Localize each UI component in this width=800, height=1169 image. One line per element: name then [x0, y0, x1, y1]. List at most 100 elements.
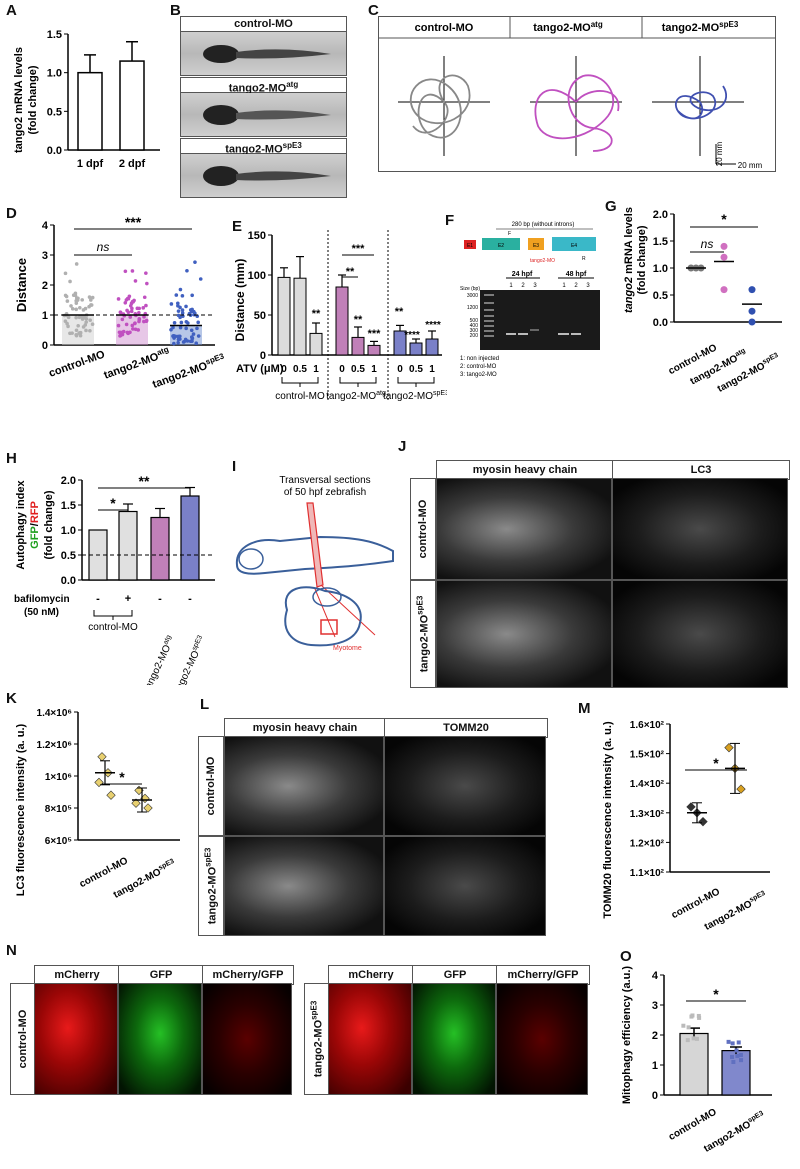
- h-sign-1: -: [96, 593, 100, 605]
- d-point: [193, 260, 197, 264]
- h-bar: [180, 495, 200, 581]
- n-img-gfp-control: [118, 983, 202, 1095]
- n-col-3-right: mCherry/GFP: [496, 965, 590, 985]
- d-group-control: control-MO: [47, 348, 107, 379]
- h-ylabel-3: (fold change): [43, 490, 55, 559]
- e-ylabel: Distance (mm): [233, 259, 247, 342]
- d-point: [74, 262, 79, 266]
- d-point: [184, 304, 188, 309]
- d-point: [174, 293, 179, 297]
- d-tick-label: 4: [42, 220, 49, 232]
- o-point: [734, 1048, 739, 1053]
- d-point: [188, 308, 193, 312]
- d-point: [141, 306, 146, 310]
- d-point: [124, 322, 129, 327]
- panel-m-chart: TOMM20 fluorescence intensity (a. u.) 1.…: [602, 720, 770, 933]
- svg-text:tango2-MOspE3: tango2-MOspE3: [170, 634, 209, 685]
- d-point: [80, 298, 85, 302]
- d-point: [191, 332, 196, 336]
- g-point: [720, 286, 728, 294]
- e-dose-8: 0.5: [409, 364, 423, 375]
- j-row-1: control-MO: [417, 499, 429, 559]
- d-point: [74, 332, 78, 337]
- d-point: [65, 299, 70, 303]
- d-point: [133, 321, 137, 326]
- svg-text:tango2-MOatg: tango2-MOatg: [533, 20, 603, 34]
- h-sign-3: -: [158, 593, 162, 605]
- panel-label-g: G: [605, 198, 617, 215]
- d-point: [70, 331, 74, 335]
- j-img-mhc-control: [436, 478, 612, 580]
- d-point: [74, 328, 79, 333]
- o-tick-label: 2: [652, 1030, 658, 1042]
- o-point: [731, 1060, 736, 1065]
- d-point: [66, 315, 71, 320]
- d-point: [196, 334, 201, 338]
- l-row-2: tango2-MO: [206, 866, 219, 925]
- d-point: [88, 328, 92, 333]
- panel-i-diagram: Transversal sections of 50 hpf zebrafish…: [235, 475, 394, 652]
- f-exon-label-4: E4: [571, 243, 577, 249]
- a-ylabel-1: tango2 mRNA levels: [13, 47, 25, 153]
- d-point: [195, 326, 199, 331]
- d-point: [130, 323, 135, 328]
- d-point: [90, 322, 95, 327]
- o-point: [686, 1025, 691, 1030]
- e-star-2: ***: [352, 243, 366, 255]
- d-sup-atg: atg: [156, 345, 170, 358]
- d-point: [178, 287, 183, 292]
- g-sup-atg: atg: [734, 347, 747, 358]
- o-point: [690, 1013, 695, 1018]
- m-point: [724, 743, 734, 753]
- panel-label-h: H: [6, 450, 17, 467]
- n-row-2-sup: spE3: [309, 1000, 319, 1020]
- d-point: [142, 315, 146, 319]
- o-tick-label: 3: [652, 1000, 658, 1012]
- svg-text:tango2-MOspE3: tango2-MOspE3: [662, 20, 739, 34]
- c-sup-spe3: spE3: [719, 20, 739, 29]
- o-tick-label: 1: [652, 1060, 658, 1072]
- panel-n-micrographs: mCherry GFP mCherry/GFP control-MO mCher…: [10, 965, 592, 1095]
- d-point: [63, 271, 68, 276]
- b-fish-image-atg: [181, 93, 346, 136]
- panel-label-o: O: [620, 948, 632, 965]
- d-point: [194, 341, 199, 346]
- d-point: [172, 320, 177, 325]
- j-img-mhc-spe3: [436, 580, 612, 688]
- d-tick-label: 3: [42, 250, 48, 262]
- f-exon-4: [552, 237, 596, 251]
- n-img-mcherry-spe3: [328, 983, 412, 1095]
- k-sup-spe3: spE3: [157, 858, 175, 872]
- j-img-lc3-spe3: [612, 580, 788, 688]
- g-point: [748, 286, 756, 294]
- d-point: [180, 308, 185, 312]
- d-point: [116, 297, 121, 301]
- d-point: [87, 295, 92, 299]
- d-point: [125, 296, 130, 301]
- d-point: [178, 325, 183, 330]
- f-mo-label: tango2-MO: [530, 258, 555, 264]
- d-point: [69, 304, 73, 308]
- d-point: [89, 303, 93, 307]
- l-row-2-sup: spE3: [203, 847, 213, 867]
- h-tick-label: 0.5: [61, 550, 76, 562]
- f-legend-3: 3: tango2-MO: [460, 372, 497, 378]
- m-sup-spe3: spE3: [748, 890, 766, 904]
- f-ladder-2: 1200: [467, 305, 478, 311]
- k-tick-label: 1×10⁶: [45, 772, 72, 783]
- h-sign-4: -: [188, 593, 192, 605]
- panel-o-chart: Mitophagy efficiency (a.u.) 0 1 2 3 4 * cont…: [621, 966, 772, 1155]
- h-tick-label: 1.5: [61, 500, 76, 512]
- d-point: [169, 328, 173, 332]
- e-tick-label: 50: [254, 310, 266, 322]
- h-tick-label: 2.0: [61, 475, 76, 487]
- d-point: [116, 323, 121, 328]
- k-tick-label: 8×10⁵: [45, 804, 73, 815]
- e-dose-3: 1: [313, 364, 319, 375]
- h-group-spe3: tango2-MO: [171, 649, 202, 685]
- m-tick-label: 1.6×10²: [630, 720, 665, 731]
- g-ylabel-3: (fold change): [636, 225, 648, 294]
- h-sig-2: **: [139, 473, 150, 489]
- d-point: [126, 331, 130, 336]
- d-point: [131, 327, 135, 331]
